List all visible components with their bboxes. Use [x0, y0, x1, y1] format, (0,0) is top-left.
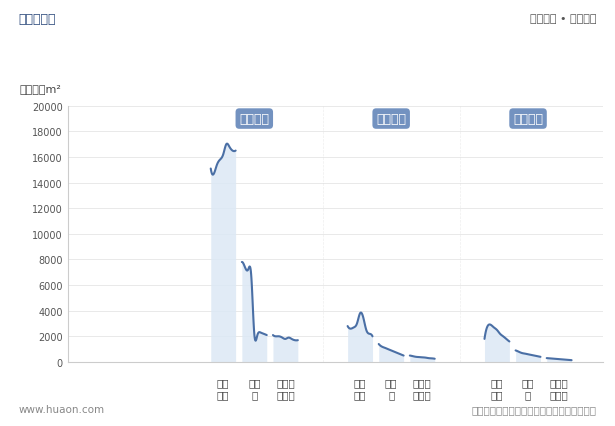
- Text: 商业营
业用房: 商业营 业用房: [276, 377, 295, 399]
- Text: 单位：万m²: 单位：万m²: [20, 84, 62, 94]
- Text: 施工面积: 施工面积: [239, 113, 269, 126]
- Text: 华经情报网: 华经情报网: [18, 13, 56, 26]
- Text: 商品
住宅: 商品 住宅: [217, 377, 229, 399]
- Text: 商品
住宅: 商品 住宅: [491, 377, 503, 399]
- Text: 办公
楼: 办公 楼: [385, 377, 397, 399]
- Text: 办公
楼: 办公 楼: [248, 377, 261, 399]
- Text: 商业营
业用房: 商业营 业用房: [413, 377, 432, 399]
- Text: 新开面积: 新开面积: [376, 113, 406, 126]
- Text: 竣工面积: 竣工面积: [513, 113, 543, 126]
- Text: 商业营
业用房: 商业营 业用房: [550, 377, 568, 399]
- Text: 2016-2024年1-11月上海市房地产施工面积情况: 2016-2024年1-11月上海市房地产施工面积情况: [149, 57, 466, 75]
- Text: 专业严谨 • 客观科学: 专业严谨 • 客观科学: [530, 14, 597, 24]
- Text: 数据来源：国家统计局，华经产业研究院整理: 数据来源：国家统计局，华经产业研究院整理: [472, 404, 597, 414]
- Text: 办公
楼: 办公 楼: [522, 377, 534, 399]
- Text: 商品
住宅: 商品 住宅: [354, 377, 367, 399]
- Text: www.huaon.com: www.huaon.com: [18, 404, 105, 414]
